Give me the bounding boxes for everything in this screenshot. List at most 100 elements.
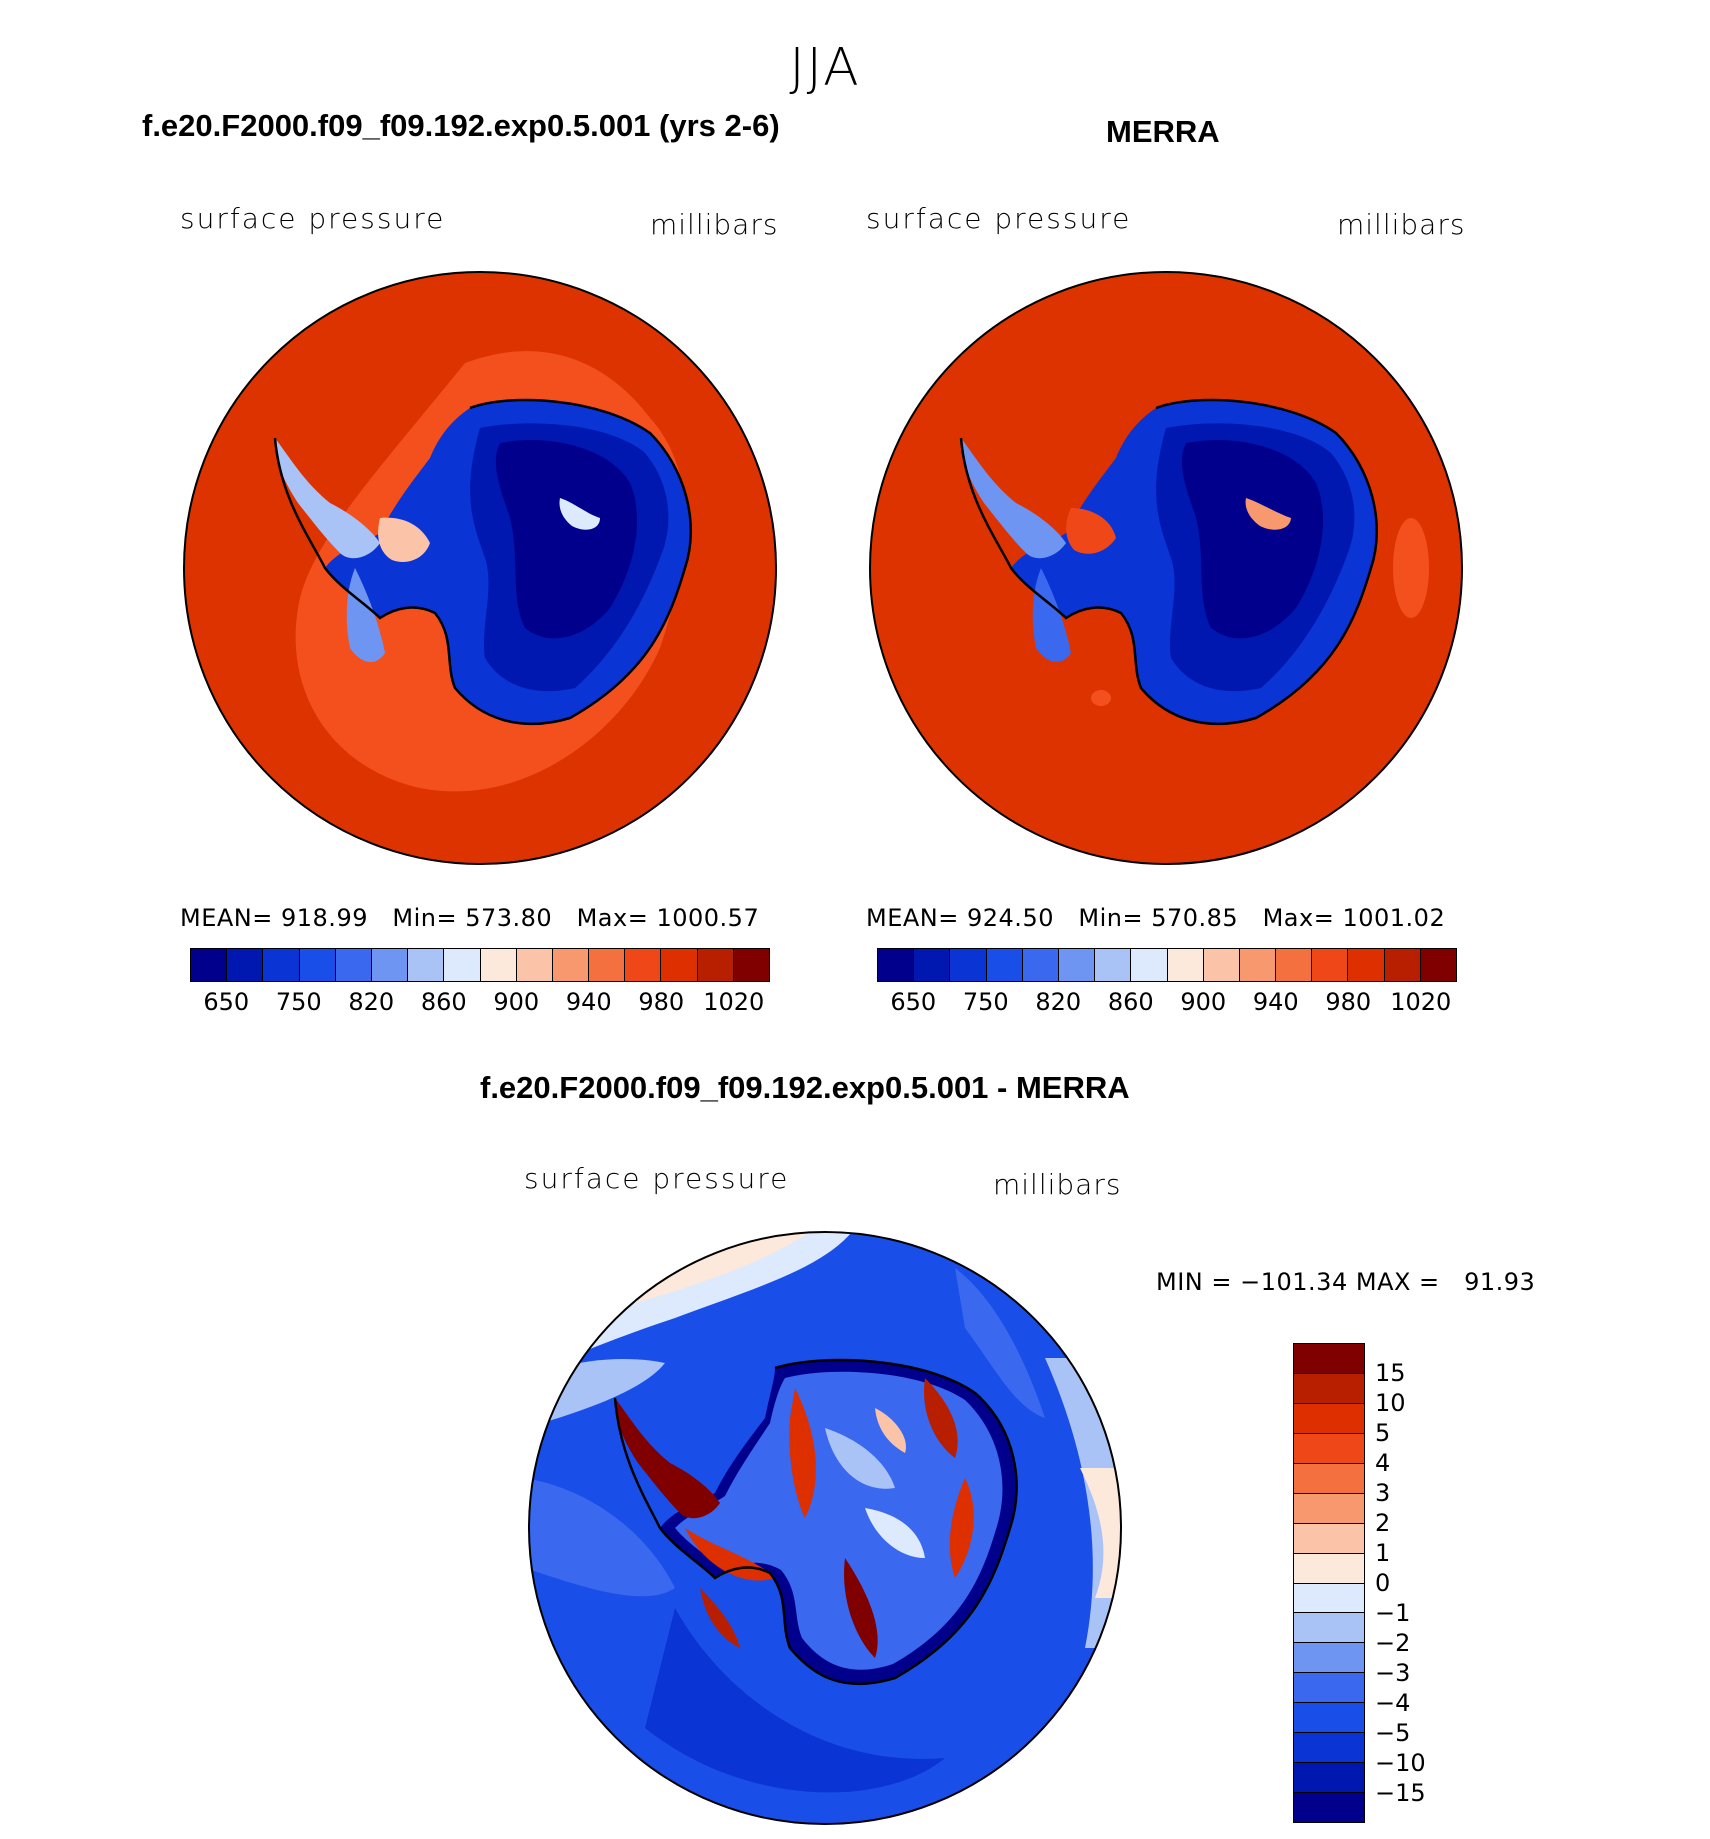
diff-max-value: 91.93 (1464, 1268, 1536, 1296)
obs-colorbar-ticks: 650 750 820 860 900 940 980 1020 (877, 988, 1457, 1020)
colorbar-swatch (589, 949, 626, 981)
colorbar-swatch (444, 949, 481, 981)
colorbar-swatch (1294, 1673, 1364, 1704)
obs-polar-map (869, 271, 1463, 865)
colorbar-swatch (1294, 1763, 1364, 1794)
diff-panel-title: f.e20.F2000.f09_f09.192.exp0.5.001 - MER… (480, 1070, 1130, 1105)
colorbar-swatch (1384, 949, 1421, 981)
colorbar-tick-label: 750 (275, 988, 322, 1016)
obs-min-label: Min= (1078, 904, 1144, 932)
colorbar-swatch (661, 949, 698, 981)
obs-panel-title: MERRA (1106, 114, 1220, 149)
model-colorbar-ticks: 650 750 820 860 900 940 980 1020 (190, 988, 770, 1020)
colorbar-tick-label: −5 (1375, 1719, 1411, 1747)
colorbar-swatch (1294, 1583, 1364, 1614)
colorbar-swatch (1294, 1433, 1364, 1464)
colorbar-swatch (733, 949, 769, 981)
diff-max-label: MAX = (1355, 1268, 1440, 1296)
colorbar-swatch (1022, 949, 1059, 981)
obs-min-value: 570.85 (1151, 904, 1239, 932)
diff-polar-map (528, 1231, 1122, 1825)
colorbar-swatch (1294, 1344, 1364, 1374)
colorbar-swatch (697, 949, 734, 981)
colorbar-swatch (1239, 949, 1277, 981)
colorbar-swatch (1348, 949, 1385, 981)
colorbar-swatch (191, 949, 228, 981)
diff-min-label: MIN = (1156, 1268, 1232, 1296)
diff-units-label: millibars (993, 1168, 1122, 1201)
colorbar-swatch (950, 949, 987, 981)
colorbar-tick-label: 15 (1375, 1359, 1406, 1387)
colorbar-tick-label: 1020 (1390, 988, 1452, 1016)
colorbar-tick-label: 2 (1375, 1509, 1391, 1537)
colorbar-tick-label: −10 (1375, 1749, 1426, 1777)
obs-max-value: 1001.02 (1342, 904, 1446, 932)
colorbar-swatch (408, 949, 445, 981)
colorbar-tick-label: −15 (1375, 1779, 1426, 1807)
colorbar-swatch (552, 949, 590, 981)
colorbar-swatch (1294, 1523, 1364, 1554)
diff-colorbar-ticks: 15 10 5 4 3 2 1 0 −1 −2 −3 −4 −5 −10 −15 (1375, 1343, 1495, 1823)
colorbar-tick-label: 10 (1375, 1389, 1406, 1417)
colorbar-swatch (1095, 949, 1132, 981)
model-polar-map (183, 271, 777, 865)
colorbar-swatch (1294, 1403, 1364, 1434)
diff-stats: MIN = −101.34 MAX = 91.93 (1156, 1268, 1535, 1296)
model-min-label: Min= (392, 904, 458, 932)
colorbar-swatch (1131, 949, 1168, 981)
colorbar-swatch (1294, 1703, 1364, 1734)
model-max-value: 1000.57 (656, 904, 760, 932)
colorbar-swatch (1294, 1373, 1364, 1404)
colorbar-swatch (1294, 1643, 1364, 1674)
model-max-label: Max= (576, 904, 649, 932)
colorbar-tick-label: 750 (962, 988, 1009, 1016)
diff-variable-label: surface pressure (524, 1162, 790, 1195)
colorbar-swatch (1420, 949, 1456, 981)
obs-stats: MEAN= 924.50 Min= 570.85 Max= 1001.02 (866, 904, 1445, 932)
colorbar-swatch (878, 949, 915, 981)
obs-mean-label: MEAN= (866, 904, 959, 932)
colorbar-swatch (914, 949, 951, 981)
colorbar-swatch (1294, 1733, 1364, 1764)
colorbar-swatch (1294, 1553, 1364, 1584)
colorbar-tick-label: 650 (890, 988, 937, 1016)
colorbar-tick-label: −3 (1375, 1659, 1411, 1687)
colorbar-swatch (625, 949, 662, 981)
colorbar-tick-label: 820 (348, 988, 395, 1016)
colorbar-swatch (516, 949, 553, 981)
model-units-label: millibars (650, 208, 779, 241)
obs-units-label: millibars (1337, 208, 1466, 241)
colorbar-swatch (227, 949, 264, 981)
colorbar-tick-label: 0 (1375, 1569, 1391, 1597)
model-stats: MEAN= 918.99 Min= 573.80 Max= 1000.57 (180, 904, 759, 932)
colorbar-swatch (1294, 1463, 1364, 1494)
model-mean-label: MEAN= (180, 904, 273, 932)
colorbar-swatch (335, 949, 372, 981)
colorbar-swatch (480, 949, 517, 981)
colorbar-tick-label: 940 (1252, 988, 1299, 1016)
colorbar-tick-label: 820 (1035, 988, 1082, 1016)
colorbar-tick-label: 1 (1375, 1539, 1391, 1567)
colorbar-tick-label: 900 (1180, 988, 1227, 1016)
colorbar-tick-label: 650 (203, 988, 250, 1016)
obs-variable-label: surface pressure (866, 202, 1132, 235)
model-colorbar (190, 948, 770, 982)
diff-min-value: −101.34 (1240, 1268, 1348, 1296)
colorbar-tick-label: 860 (1107, 988, 1154, 1016)
colorbar-tick-label: 860 (420, 988, 467, 1016)
colorbar-swatch (1167, 949, 1204, 981)
colorbar-tick-label: −1 (1375, 1599, 1411, 1627)
colorbar-tick-label: 4 (1375, 1449, 1391, 1477)
obs-colorbar (877, 948, 1457, 982)
colorbar-swatch (299, 949, 336, 981)
colorbar-swatch (263, 949, 300, 981)
colorbar-swatch (1294, 1613, 1364, 1644)
obs-max-label: Max= (1262, 904, 1335, 932)
model-mean-value: 918.99 (281, 904, 368, 932)
colorbar-tick-label: 940 (565, 988, 612, 1016)
colorbar-swatch (371, 949, 409, 981)
colorbar-tick-label: 5 (1375, 1419, 1391, 1447)
diff-colorbar (1293, 1343, 1365, 1823)
colorbar-swatch (1203, 949, 1240, 981)
colorbar-tick-label: −2 (1375, 1629, 1411, 1657)
